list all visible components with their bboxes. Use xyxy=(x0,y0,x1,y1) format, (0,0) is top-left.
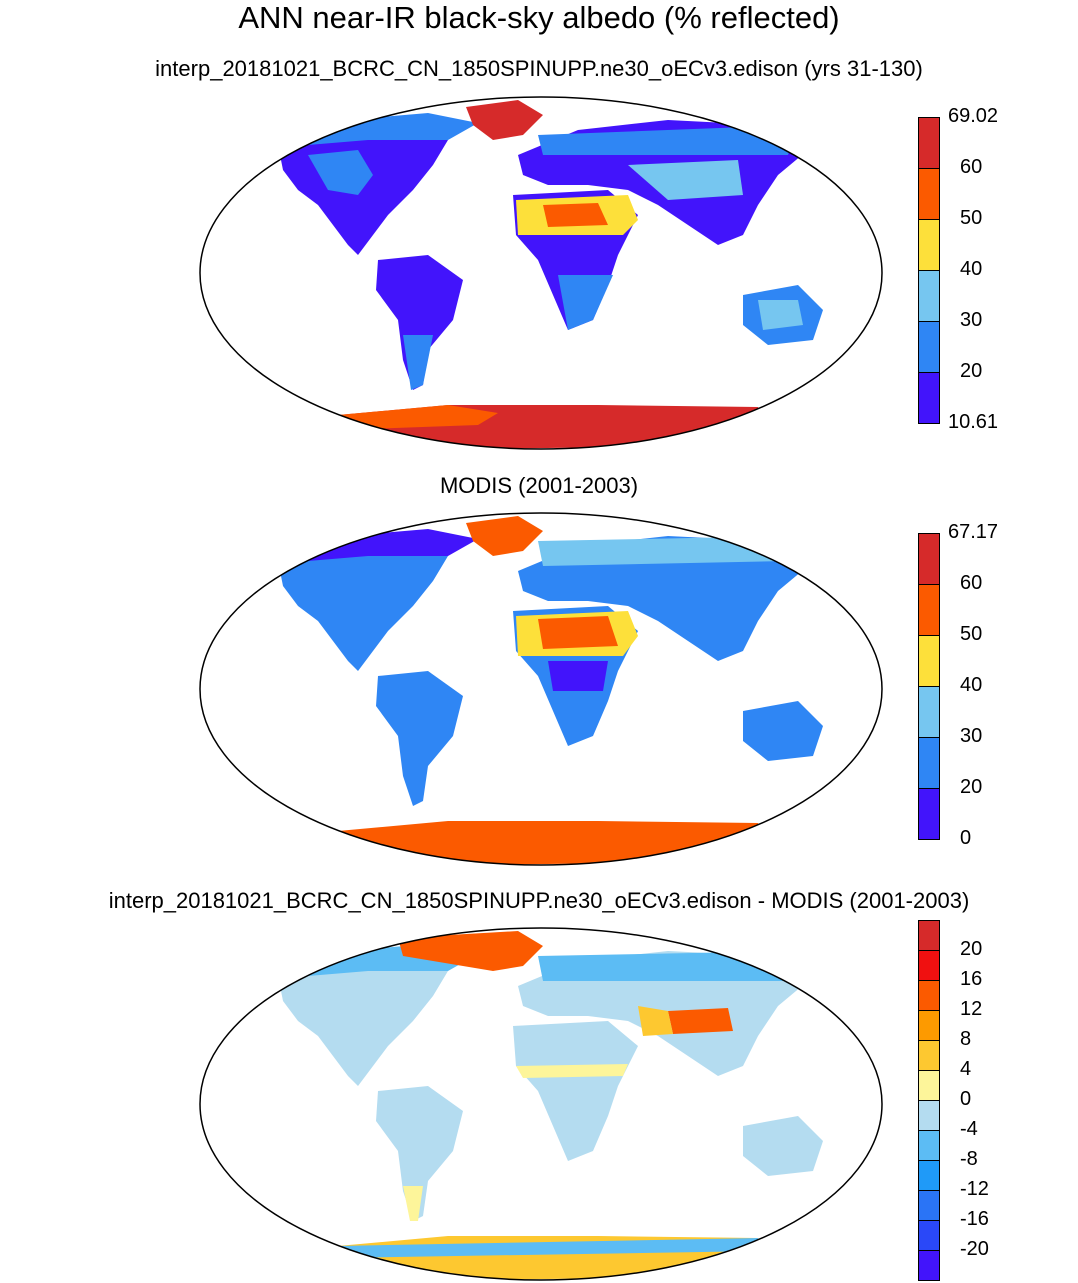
south-america-south xyxy=(403,335,433,390)
colorbar-segment xyxy=(918,1100,940,1131)
colorbar-segment xyxy=(918,372,940,424)
colorbar-segment xyxy=(918,270,940,322)
greenland-region xyxy=(466,516,543,556)
colorbar-segment xyxy=(918,737,940,789)
greenland-region xyxy=(466,100,543,140)
panel-2-subtitle: MODIS (2001-2003) xyxy=(439,473,639,498)
colorbar-segment xyxy=(918,1160,940,1191)
map-boundary xyxy=(199,96,883,450)
africa-south xyxy=(558,275,613,330)
colorbar-tick-label: 69.02 xyxy=(948,105,999,127)
australia-core xyxy=(758,300,803,330)
modis-albedo-map xyxy=(199,512,883,866)
colorbar-tick-label: 20 xyxy=(960,776,983,798)
colorbar-tick-label: 10.61 xyxy=(948,411,999,433)
colorbar-segment xyxy=(918,168,940,220)
colorbar-segment xyxy=(918,1190,940,1221)
colorbar-tick-label: 8 xyxy=(960,1028,972,1050)
sahel-band xyxy=(516,1064,628,1078)
colorbar-tick-label: -16 xyxy=(960,1208,989,1230)
colorbar-segment xyxy=(918,584,940,636)
main-title: ANN near-IR black-sky albedo (% reflecte… xyxy=(238,0,840,35)
tibet-region xyxy=(668,1008,733,1034)
colorbar-tick-label: -8 xyxy=(960,1148,978,1170)
colorbar-tick-label: 0 xyxy=(960,1088,972,1110)
colorbar-tick-label: 30 xyxy=(960,725,983,747)
colorbar-segment xyxy=(918,533,940,585)
central-africa xyxy=(548,661,608,691)
central-asia xyxy=(628,160,743,200)
colorbar-segment xyxy=(918,1040,940,1071)
north-america-central xyxy=(308,150,373,195)
colorbar-tick-label: 16 xyxy=(960,968,983,990)
colorbar-segment xyxy=(918,321,940,373)
panel-1-subtitle: interp_20181021_BCRC_CN_1850SPINUPP.ne30… xyxy=(155,56,923,81)
south-america-tip xyxy=(403,1186,423,1221)
australia-region xyxy=(743,701,823,761)
panel-3-subtitle: interp_20181021_BCRC_CN_1850SPINUPP.ne30… xyxy=(108,888,970,913)
colorbar-segment xyxy=(918,950,940,981)
colorbar-tick-label: -12 xyxy=(960,1178,989,1200)
eurasia-north xyxy=(538,536,798,566)
eurasia-north xyxy=(538,125,798,155)
colorbar-segment xyxy=(918,980,940,1011)
antarctica-region xyxy=(318,821,778,865)
antarctica-edge xyxy=(338,405,498,430)
colorbar-segment xyxy=(918,686,940,738)
colorbar-tick-label: 40 xyxy=(960,674,983,696)
colorbar-tick-label: 40 xyxy=(960,258,983,280)
sahara-core xyxy=(538,616,618,649)
colorbar-segment xyxy=(918,1250,940,1281)
africa-region xyxy=(513,1021,638,1161)
south-america-region xyxy=(376,255,463,390)
sahara-core xyxy=(543,203,608,227)
colorbar-tick-label: 4 xyxy=(960,1058,972,1080)
colorbar-tick-label: 0 xyxy=(960,827,972,849)
colorbar-tick-label: 30 xyxy=(960,309,983,331)
eurasia-north xyxy=(538,951,798,981)
difference-map xyxy=(199,927,883,1281)
eurasia-region xyxy=(518,536,808,661)
model-albedo-map xyxy=(199,96,883,450)
antarctica-edge xyxy=(338,1238,763,1258)
tibet-rim xyxy=(638,1006,673,1036)
colorbar-tick-label: 60 xyxy=(960,572,983,594)
colorbar-tick-label: -20 xyxy=(960,1238,989,1260)
colorbar-segment xyxy=(918,1220,940,1251)
map-boundary xyxy=(199,927,883,1281)
map-boundary xyxy=(199,512,883,866)
colorbar-tick-label: 50 xyxy=(960,623,983,645)
colorbar-segment xyxy=(918,920,940,951)
colorbar-segment xyxy=(918,788,940,840)
north-america-region xyxy=(278,536,448,671)
colorbar-segment xyxy=(918,219,940,271)
colorbar-tick-label: 20 xyxy=(960,938,983,960)
colorbar-segment xyxy=(918,117,940,169)
colorbar-segment xyxy=(918,1130,940,1161)
australia-region xyxy=(743,1116,823,1176)
colorbar-segment xyxy=(918,1070,940,1101)
south-america-region xyxy=(376,1086,463,1221)
colorbar-tick-label: -4 xyxy=(960,1118,978,1140)
colorbar-segment xyxy=(918,1010,940,1041)
colorbar-tick-label: 20 xyxy=(960,360,983,382)
greenland-region xyxy=(398,931,543,971)
colorbar-tick-label: 67.17 xyxy=(948,521,999,543)
south-america-region xyxy=(376,671,463,806)
colorbar-tick-label: 50 xyxy=(960,207,983,229)
colorbar-tick-label: 12 xyxy=(960,998,983,1020)
colorbar-segment xyxy=(918,635,940,687)
colorbar-tick-label: 60 xyxy=(960,156,983,178)
north-america-region xyxy=(278,951,448,1086)
